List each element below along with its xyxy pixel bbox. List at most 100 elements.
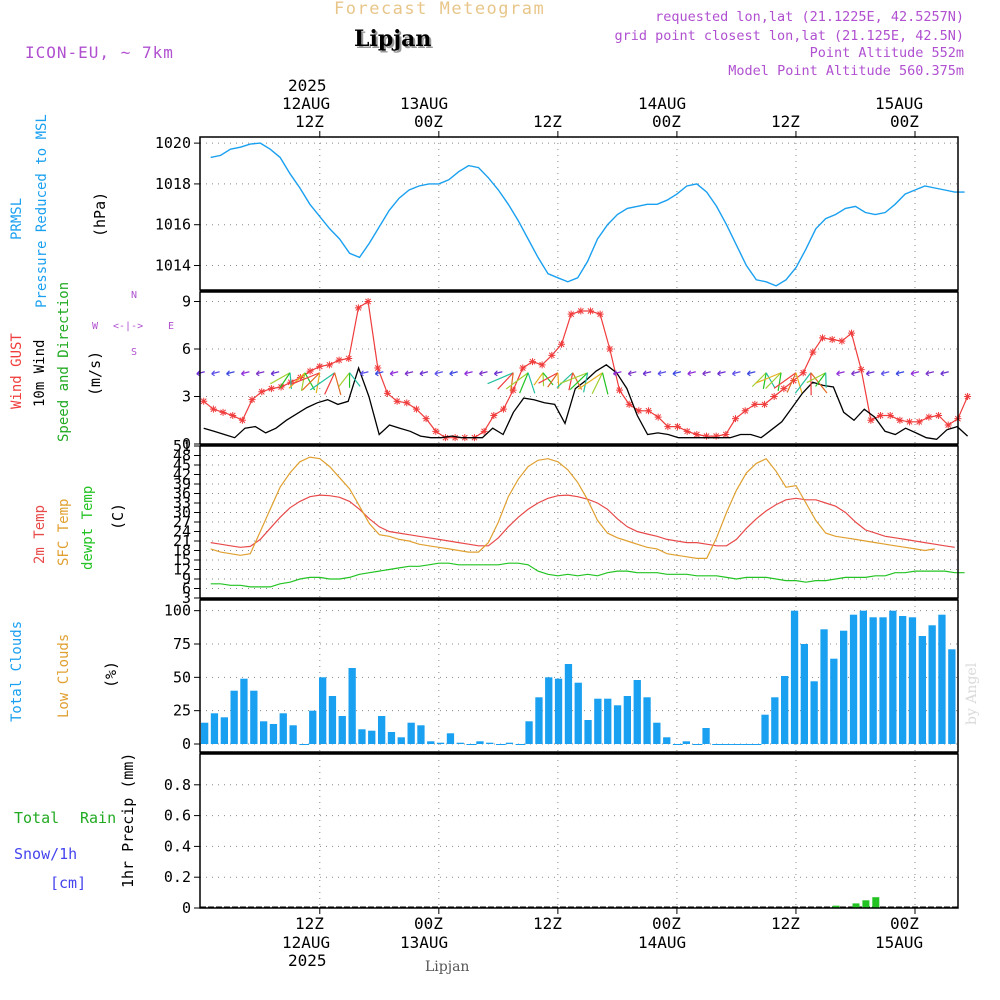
wind-direction-arrow bbox=[583, 372, 589, 393]
pressure-ytick-label: 1018 bbox=[155, 175, 191, 193]
wind-gust-marker bbox=[964, 393, 972, 400]
wind-direction-arrow bbox=[612, 370, 622, 377]
cloud-bar bbox=[938, 614, 946, 744]
wind-gust-marker bbox=[770, 393, 778, 400]
wind-direction-arrow bbox=[836, 370, 845, 377]
precip-bar bbox=[832, 905, 840, 908]
wind-gust-marker bbox=[732, 415, 740, 423]
wind-direction-arrow bbox=[672, 370, 682, 377]
cloud-bar bbox=[417, 725, 425, 744]
wind-direction-arrow bbox=[601, 372, 609, 395]
wind-direction-arrow bbox=[572, 372, 583, 390]
bottom-hour-12z-a: 12Z bbox=[295, 914, 324, 933]
top-date-14aug: 14AUG bbox=[638, 94, 687, 113]
wind-direction-arrow bbox=[309, 372, 336, 391]
wind-direction-arrow bbox=[389, 370, 399, 377]
wind-gust-marker bbox=[374, 364, 382, 372]
wind-direction-arrow bbox=[657, 370, 667, 377]
wind-direction-arrow bbox=[288, 372, 306, 389]
temp-ytick-label: 48 bbox=[173, 447, 191, 465]
cloud-bar bbox=[594, 698, 602, 744]
bottom-hour-12z-c: 12Z bbox=[771, 914, 800, 933]
model-point-altitude: Model Point Altitude 560.375m bbox=[728, 63, 964, 79]
wind-gust-marker bbox=[548, 351, 556, 359]
requested-coords: requested lon,lat (21.1225E, 42.5257N) bbox=[655, 9, 964, 25]
cloud-ytick-label: 50 bbox=[173, 668, 191, 686]
pressure-ytick-label: 1016 bbox=[155, 216, 191, 234]
temp-ytick-label: 15 bbox=[173, 551, 191, 569]
pressure-frame bbox=[199, 136, 959, 291]
wind-gust-marker bbox=[915, 418, 923, 426]
wind-direction-arrow bbox=[777, 372, 782, 392]
cloud-bar bbox=[387, 732, 396, 744]
pressure-msl-label: Pressure Reduced to MSL bbox=[34, 114, 50, 308]
wind-gust-marker bbox=[499, 405, 507, 413]
temp-dewpt-label: dewpt Temp bbox=[80, 485, 96, 570]
wind-direction-arrow bbox=[538, 372, 559, 384]
wind-gust-line bbox=[203, 300, 969, 439]
wind-gust-marker bbox=[828, 336, 836, 343]
point-altitude: Point Altitude 552m bbox=[809, 45, 964, 61]
wind-direction-arrow bbox=[479, 370, 488, 377]
cloud-ytick-label: 0 bbox=[182, 735, 191, 753]
cloud-bar bbox=[220, 717, 228, 744]
temp-ytick-label: 30 bbox=[173, 504, 191, 522]
wind-direction-arrow bbox=[547, 372, 559, 388]
temp-ytick-label: 9 bbox=[182, 570, 191, 588]
wind-direction-arrow bbox=[795, 372, 803, 394]
wind-direction-arrow bbox=[556, 372, 574, 389]
wind-direction-arrow bbox=[940, 370, 949, 377]
wind-direction-arrow bbox=[794, 372, 812, 394]
top-hour-12z-b: 12Z bbox=[533, 112, 562, 131]
wind-gust-marker bbox=[606, 345, 614, 353]
cloud-bar bbox=[476, 741, 484, 744]
top-hour-12z-a: 12Z bbox=[295, 112, 324, 131]
wind-direction-arrow bbox=[519, 372, 529, 394]
precip-ytick-label: 0.2 bbox=[164, 868, 191, 886]
wind-gust-marker bbox=[364, 298, 372, 305]
wind-direction-arrow bbox=[269, 372, 291, 385]
wind-gust-marker bbox=[596, 310, 604, 318]
wind-gust-marker bbox=[316, 362, 324, 370]
precip-rain-label: Rain bbox=[80, 809, 117, 827]
grid-point-coords: grid point closest lon,lat (21.125E, 42.… bbox=[614, 28, 965, 44]
wind-gust-marker bbox=[577, 307, 585, 315]
cloud-bar bbox=[574, 682, 582, 744]
wind-direction-arrow bbox=[732, 370, 741, 377]
bottom-date-15aug: 15AUG bbox=[875, 933, 924, 952]
cloud-bar bbox=[309, 710, 317, 744]
compass-north: N bbox=[131, 290, 138, 301]
temp-ytick-label: 24 bbox=[173, 523, 191, 541]
wind-direction-arrow bbox=[419, 370, 429, 377]
wind-frame bbox=[199, 291, 959, 445]
pressure-unit: (hPa) bbox=[91, 191, 109, 237]
cloud-bar bbox=[653, 722, 661, 744]
wind-gust-marker bbox=[790, 377, 798, 385]
wind-gust-marker bbox=[674, 423, 681, 431]
wind-gust-marker bbox=[383, 389, 391, 397]
cloud-bar bbox=[771, 697, 779, 744]
cloud-bar bbox=[790, 610, 799, 744]
wind-ytick-label: 6 bbox=[182, 340, 191, 358]
pressure-ytick-label: 1020 bbox=[155, 134, 191, 152]
cloud-bar bbox=[564, 664, 573, 744]
cloud-bar bbox=[840, 630, 848, 744]
wind-gust-marker bbox=[209, 405, 217, 413]
cloud-bar bbox=[446, 733, 455, 744]
wind-direction-arrow bbox=[300, 372, 306, 392]
wind-direction-arrow bbox=[559, 372, 588, 385]
wind-gust-marker bbox=[306, 367, 314, 375]
wind-gust-marker bbox=[258, 388, 266, 396]
wind-ytick-label: 0 bbox=[182, 435, 191, 453]
cloud-bar bbox=[348, 668, 356, 744]
bottom-date-12aug: 12AUG bbox=[282, 933, 331, 952]
wind-gust-marker bbox=[751, 400, 759, 408]
compass-south: S bbox=[131, 347, 138, 358]
wind-direction-arrow bbox=[505, 372, 529, 390]
temp-ytick-label: 42 bbox=[173, 466, 191, 484]
wind-gust-marker bbox=[538, 361, 546, 369]
wind-gust-marker bbox=[741, 407, 749, 415]
cloud-bar bbox=[407, 722, 415, 744]
bottom-date-14aug: 14AUG bbox=[638, 933, 687, 952]
prmsl-label: PRMSL bbox=[9, 197, 25, 240]
